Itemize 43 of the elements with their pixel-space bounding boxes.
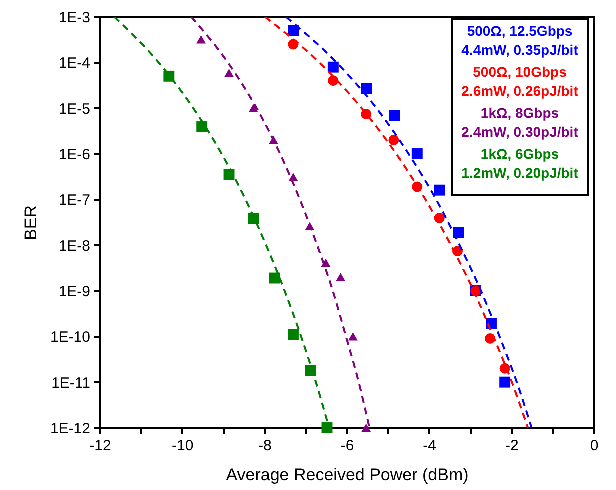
- point: [224, 69, 234, 78]
- x-tick-label: -6: [340, 438, 354, 454]
- point: [196, 35, 206, 44]
- text: 1kΩ, 6Gbps 1.2mW, 0.20pJ/bit: [462, 146, 579, 181]
- x-tick-label: 0: [590, 438, 599, 454]
- point: [453, 227, 464, 238]
- y-tick-label: 1E-7: [58, 192, 90, 210]
- point: [288, 329, 299, 340]
- y-tick-label: 1E-4: [58, 55, 90, 72]
- y-tick-label: 1E-12: [50, 420, 90, 438]
- point: [328, 76, 339, 86]
- point: [269, 272, 280, 284]
- point: [434, 184, 446, 196]
- point: [388, 135, 400, 146]
- point: [248, 104, 258, 112]
- x-axis-title: Average Received Power (dBm): [226, 466, 469, 484]
- y-tick-label: 1E-8: [58, 238, 90, 255]
- point: [412, 148, 423, 160]
- x-tick-label: -2: [505, 438, 519, 454]
- y-axis-title: BER: [21, 206, 40, 240]
- text: 500Ω, 10Gbps 2.6mW, 0.26pJ/bit: [462, 64, 579, 99]
- text: 1kΩ, 8Gbps 2.4mW, 0.30pJ/bit: [462, 105, 579, 140]
- y-tick-label: 1E-6: [58, 146, 90, 164]
- point: [500, 376, 511, 388]
- text: 500Ω, 12.5Gbps 4.4mW, 0.35pJ/bit: [462, 23, 579, 58]
- x-tick-label: -8: [258, 438, 272, 454]
- point: [196, 122, 208, 132]
- y-tick-label: 1E-5: [58, 100, 90, 118]
- point: [328, 62, 339, 73]
- y-tick-label: 1E-11: [52, 374, 90, 392]
- point: [348, 332, 358, 341]
- x-tick-label: -4: [423, 438, 437, 454]
- point: [336, 273, 346, 282]
- point: [362, 424, 372, 432]
- point: [288, 173, 298, 182]
- x-tick-label: -12: [90, 438, 112, 454]
- point: [389, 110, 400, 122]
- y-tick-label: 1E-9: [58, 284, 90, 300]
- y-tick-label: 1E-10: [50, 329, 90, 346]
- point: [322, 422, 333, 434]
- y-tick-label: 1E-3: [58, 10, 90, 26]
- x-tick-label: -10: [172, 438, 194, 454]
- point: [361, 83, 372, 94]
